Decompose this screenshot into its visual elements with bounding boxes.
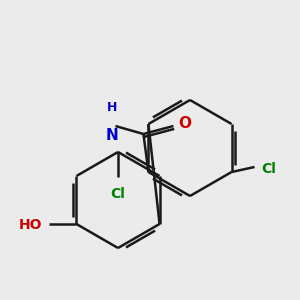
Text: N: N	[106, 128, 119, 143]
Text: HO: HO	[19, 218, 42, 232]
Text: H: H	[107, 101, 118, 114]
Text: Cl: Cl	[111, 187, 125, 201]
Text: O: O	[178, 116, 191, 131]
Text: Cl: Cl	[262, 162, 276, 176]
